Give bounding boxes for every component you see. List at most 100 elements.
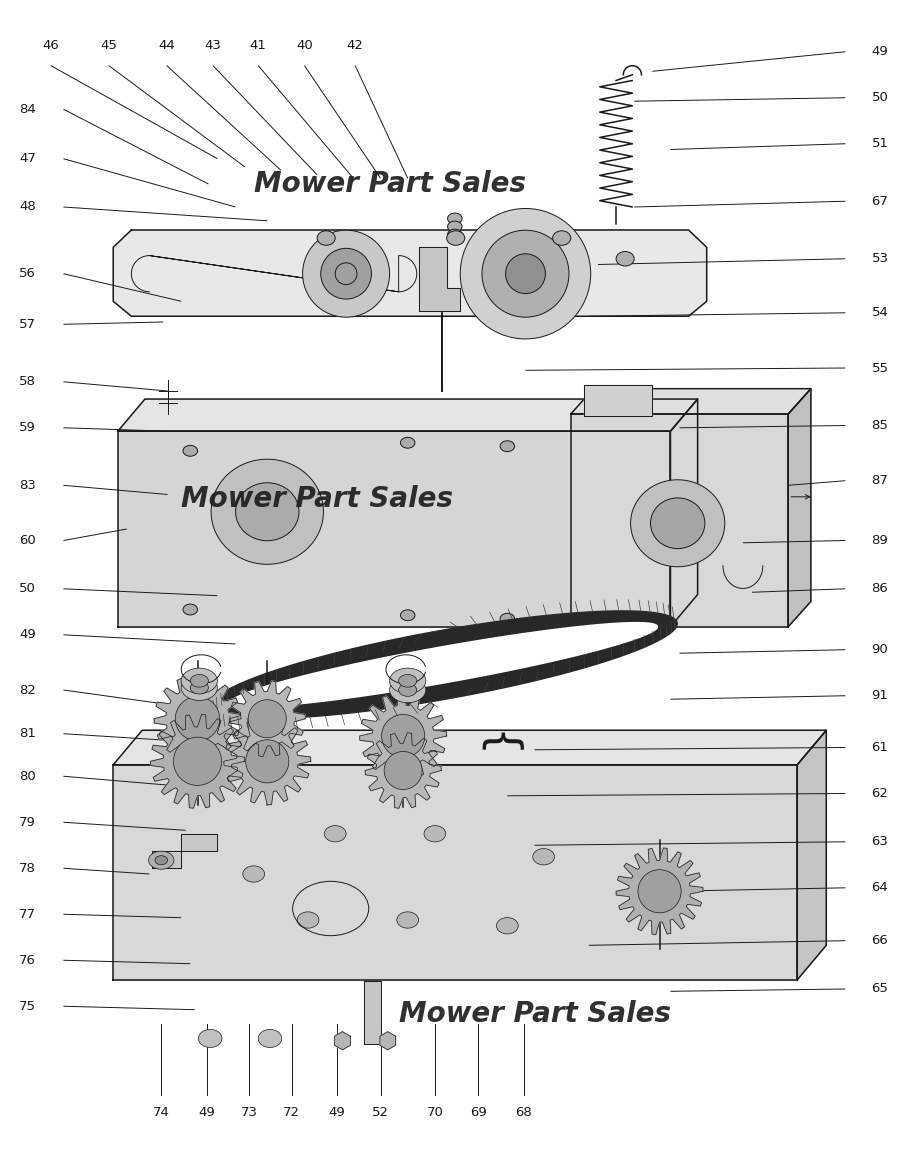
Text: 64: 64: [872, 881, 888, 895]
Text: 60: 60: [20, 534, 36, 547]
Text: 57: 57: [19, 317, 36, 331]
Text: 61: 61: [872, 741, 889, 754]
Ellipse shape: [321, 248, 371, 299]
Polygon shape: [584, 385, 652, 416]
Polygon shape: [152, 834, 217, 868]
Text: 56: 56: [19, 267, 36, 281]
Text: 73: 73: [241, 1106, 257, 1119]
Text: 51: 51: [872, 137, 889, 151]
Text: 82: 82: [19, 683, 36, 697]
Polygon shape: [154, 675, 241, 762]
Ellipse shape: [246, 739, 289, 783]
Polygon shape: [113, 230, 707, 316]
Ellipse shape: [181, 668, 217, 693]
Polygon shape: [230, 622, 658, 707]
Ellipse shape: [400, 610, 415, 621]
Ellipse shape: [533, 849, 554, 865]
Ellipse shape: [149, 851, 174, 869]
Polygon shape: [210, 611, 677, 719]
Ellipse shape: [243, 866, 265, 882]
Polygon shape: [788, 389, 811, 627]
Ellipse shape: [190, 681, 208, 695]
Ellipse shape: [631, 480, 725, 567]
Text: 44: 44: [159, 39, 175, 52]
Ellipse shape: [390, 668, 426, 693]
Polygon shape: [365, 733, 441, 808]
Polygon shape: [118, 399, 698, 431]
Ellipse shape: [638, 869, 681, 913]
Ellipse shape: [400, 437, 415, 448]
Ellipse shape: [173, 737, 222, 785]
Ellipse shape: [460, 208, 591, 339]
Text: 87: 87: [872, 474, 889, 488]
Text: 55: 55: [872, 361, 889, 375]
Text: 69: 69: [470, 1106, 487, 1119]
Text: 76: 76: [19, 953, 36, 967]
Text: 47: 47: [19, 152, 36, 166]
Ellipse shape: [448, 229, 462, 240]
Text: 89: 89: [872, 534, 888, 547]
Text: 74: 74: [153, 1106, 169, 1119]
Polygon shape: [670, 399, 698, 627]
Text: 41: 41: [250, 39, 266, 52]
Text: 40: 40: [296, 39, 313, 52]
Ellipse shape: [447, 231, 465, 245]
Ellipse shape: [248, 699, 286, 738]
Text: Mower Part Sales: Mower Part Sales: [181, 485, 453, 513]
Text: 85: 85: [872, 419, 889, 432]
Ellipse shape: [183, 445, 198, 457]
Text: 67: 67: [872, 194, 889, 208]
Ellipse shape: [390, 677, 426, 703]
Text: 63: 63: [872, 835, 889, 849]
Bar: [364, 981, 381, 1044]
Ellipse shape: [181, 675, 217, 700]
Polygon shape: [118, 431, 670, 627]
Text: 91: 91: [872, 689, 889, 703]
Ellipse shape: [424, 826, 446, 842]
Polygon shape: [224, 718, 311, 805]
Ellipse shape: [317, 231, 335, 245]
Ellipse shape: [183, 604, 198, 615]
Polygon shape: [150, 714, 245, 808]
Ellipse shape: [399, 674, 417, 688]
Polygon shape: [616, 848, 703, 935]
Text: 72: 72: [284, 1106, 300, 1119]
Text: 49: 49: [198, 1106, 215, 1119]
Polygon shape: [571, 414, 788, 627]
Text: 43: 43: [205, 39, 221, 52]
Text: 59: 59: [19, 421, 36, 435]
Polygon shape: [419, 247, 460, 310]
Ellipse shape: [335, 263, 357, 284]
Ellipse shape: [297, 912, 319, 928]
Text: 58: 58: [19, 375, 36, 389]
Text: 75: 75: [19, 999, 36, 1013]
Text: 90: 90: [872, 643, 888, 657]
Polygon shape: [571, 389, 811, 414]
Polygon shape: [113, 765, 797, 980]
Ellipse shape: [258, 1029, 282, 1048]
Ellipse shape: [236, 483, 299, 540]
Ellipse shape: [176, 697, 220, 741]
Ellipse shape: [211, 459, 323, 565]
Ellipse shape: [506, 254, 545, 293]
Text: Mower Part Sales: Mower Part Sales: [254, 170, 525, 198]
Ellipse shape: [155, 856, 168, 865]
Ellipse shape: [198, 1029, 222, 1048]
Ellipse shape: [303, 230, 390, 317]
Text: 66: 66: [872, 934, 888, 948]
Text: 77: 77: [19, 907, 36, 921]
Text: 54: 54: [872, 306, 889, 320]
Polygon shape: [380, 1032, 396, 1050]
Ellipse shape: [399, 683, 417, 697]
Polygon shape: [334, 1032, 351, 1050]
Text: 81: 81: [19, 727, 36, 741]
Text: 80: 80: [20, 769, 36, 783]
Text: 78: 78: [19, 861, 36, 875]
Text: 62: 62: [872, 787, 889, 800]
Ellipse shape: [397, 912, 419, 928]
Text: 50: 50: [19, 582, 36, 596]
Text: 53: 53: [872, 252, 889, 266]
Text: 65: 65: [872, 982, 889, 996]
Text: 52: 52: [372, 1106, 389, 1119]
Text: 46: 46: [43, 39, 59, 52]
